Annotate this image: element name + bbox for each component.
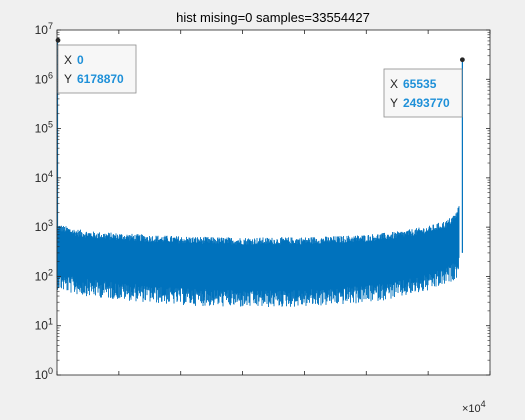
datatip-box: [383, 68, 463, 118]
datatip-marker: [459, 57, 465, 63]
y-tick-base: 10: [35, 220, 49, 234]
y-tick-power: 4: [48, 169, 53, 179]
y-tick-label: 106: [35, 70, 53, 86]
y-tick-label: 101: [35, 317, 53, 333]
y-tick-label: 105: [35, 120, 53, 136]
chart-title: hist mising=0 samples=33554427: [176, 10, 370, 25]
datatip-box: [57, 44, 137, 94]
y-tick-power: 2: [48, 267, 53, 277]
y-tick-base: 10: [35, 171, 49, 185]
axes-layer: [56, 29, 491, 376]
y-tick-base: 10: [35, 122, 49, 136]
datatip-y-value: 2493770: [403, 96, 450, 110]
x-exponent-label: ×104: [462, 399, 486, 415]
datatip-x-label: X: [64, 53, 72, 67]
y-tick-label: 103: [35, 218, 53, 234]
y-tick-base: 10: [35, 23, 49, 37]
datatip-y-label: Y: [390, 96, 398, 110]
y-tick-base: 10: [35, 72, 49, 86]
y-tick-base: 10: [35, 269, 49, 283]
y-tick-power: 5: [48, 120, 53, 130]
y-tick-power: 0: [48, 366, 53, 376]
y-tick-power: 3: [48, 218, 53, 228]
datatip: X 0Y 6178870: [55, 37, 137, 94]
datatip-y-value: 6178870: [77, 72, 124, 86]
datatip-x-value: 0: [77, 53, 84, 67]
axes-box: [56, 29, 491, 376]
datatip: X 65535 Y 2493770: [383, 57, 465, 118]
y-tick-power: 7: [48, 21, 53, 31]
y-tick-power: 6: [48, 70, 53, 80]
datatip-x-label: X: [390, 77, 398, 91]
datatip-x-value: 65535: [403, 77, 437, 91]
datatip-y-label: Y: [64, 72, 72, 86]
y-tick-label: 100: [35, 366, 53, 382]
y-tick-base: 10: [35, 368, 49, 382]
y-tick-label: 102: [35, 267, 53, 283]
y-tick-base: 10: [35, 319, 49, 333]
y-tick-label: 104: [35, 169, 53, 185]
y-tick-power: 1: [48, 317, 53, 327]
y-tick-label: 107: [35, 21, 53, 37]
datatip-marker: [55, 37, 61, 43]
